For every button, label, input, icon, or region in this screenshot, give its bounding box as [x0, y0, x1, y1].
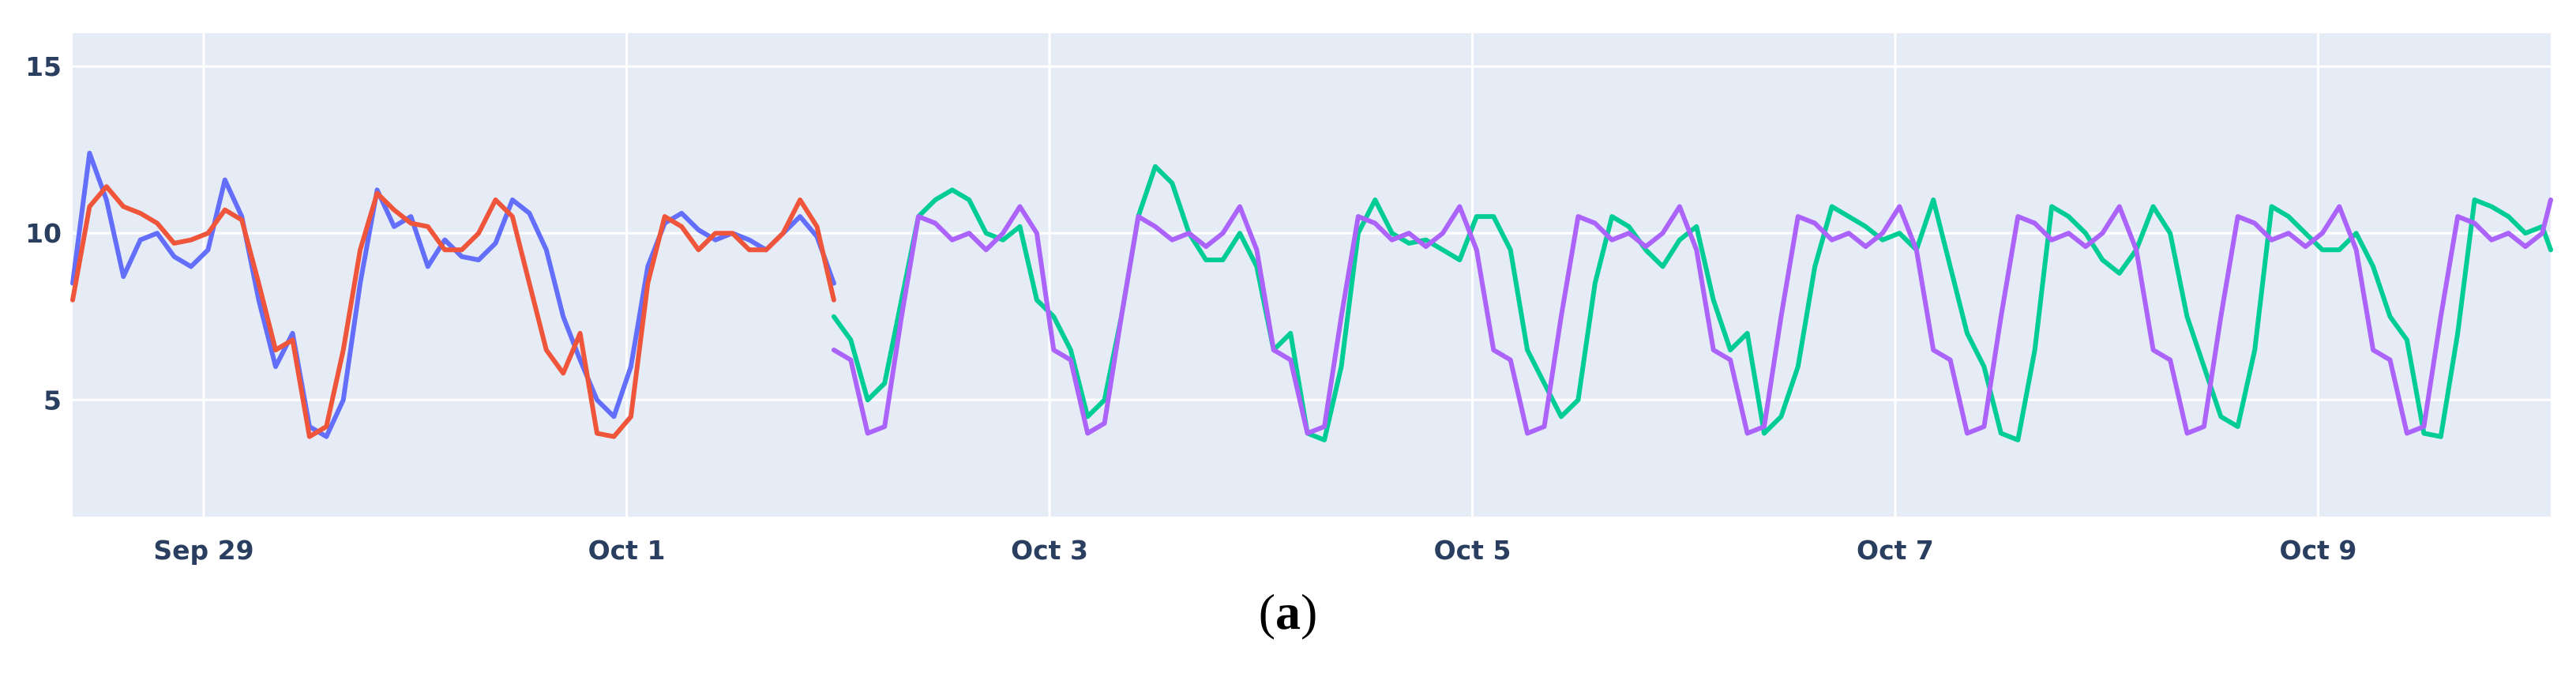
caption-open: ( [1258, 584, 1275, 640]
x-tick-label: Oct 7 [1857, 535, 1934, 566]
series-lines [70, 150, 2553, 442]
y-tick-labels: 5 10 15 [25, 51, 62, 416]
line-chart: 5 10 15 Sep 29 Oct 1 Oct 3 Oct 5 Oct 7 Oct 9 [25, 33, 2553, 566]
y-tick-label: 10 [25, 218, 62, 249]
x-tick-label: Oct 9 [2280, 535, 2357, 566]
y-tick-label: 15 [25, 51, 62, 82]
y-tick-label: 5 [43, 385, 62, 416]
x-tick-labels: Sep 29 Oct 1 Oct 3 Oct 5 Oct 7 Oct 9 [153, 535, 2356, 566]
figure-caption: (a) [0, 583, 2576, 641]
series-line-1 [70, 184, 836, 439]
x-tick-label: Oct 3 [1011, 535, 1088, 566]
x-tick-label: Oct 5 [1434, 535, 1511, 566]
series-line-3 [831, 197, 2553, 436]
caption-letter: a [1275, 584, 1301, 640]
x-tick-label: Oct 1 [588, 535, 666, 566]
grid-lines [73, 33, 2551, 517]
caption-close: ) [1301, 584, 1318, 640]
x-tick-label: Sep 29 [153, 535, 253, 566]
